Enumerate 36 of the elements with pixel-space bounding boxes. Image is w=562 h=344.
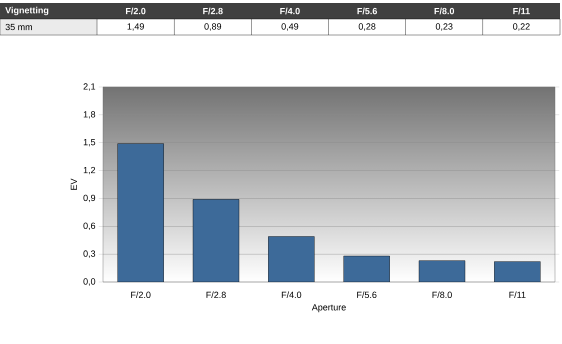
bar [118, 144, 164, 282]
y-tick-label: 0,0 [83, 278, 96, 286]
x-tick-label: F/2.0 [131, 291, 151, 298]
data-label: 0,23 [436, 23, 453, 31]
data-label: 0,49 [282, 23, 298, 31]
y-tick-label: 0,9 [83, 194, 96, 202]
x-tick-label: F/2.8 [206, 291, 226, 298]
y-tick-label: 0,3 [83, 250, 96, 258]
x-tick-label: F/8.0 [432, 291, 452, 298]
x-axis-title: Aperture [312, 304, 346, 312]
data-label: 0,89 [204, 23, 222, 31]
category-label: F/4.0 [280, 8, 300, 14]
bar [268, 236, 315, 282]
x-tick-label: F/5.6 [357, 291, 376, 298]
category-label: F/2.0 [126, 8, 146, 14]
y-tick-label: 1,8 [84, 111, 96, 119]
y-axis-title: EV [70, 178, 77, 190]
data-label: 1,49 [128, 23, 144, 31]
y-tick-label: 2,1 [84, 83, 96, 91]
bar [494, 261, 541, 282]
x-tick-label: F/4.0 [282, 291, 302, 298]
y-tick-label: 1,2 [84, 166, 96, 174]
data-label: 0,22 [513, 23, 530, 31]
x-tick-label: F/11 [509, 291, 526, 298]
category-label: F/2.8 [203, 8, 223, 14]
category-label: F/8.0 [434, 8, 454, 14]
y-tick-label: 1,5 [84, 139, 96, 146]
bar [343, 256, 390, 282]
text: Vignetting [5, 6, 48, 16]
bar [418, 260, 466, 282]
bar [192, 199, 240, 282]
category-label: F/11 [513, 8, 530, 14]
y-tick-label: 0,6 [83, 222, 96, 230]
text: 35 mm [6, 24, 32, 30]
category-label: F/5.6 [357, 8, 377, 14]
data-label: 0,28 [358, 23, 376, 31]
